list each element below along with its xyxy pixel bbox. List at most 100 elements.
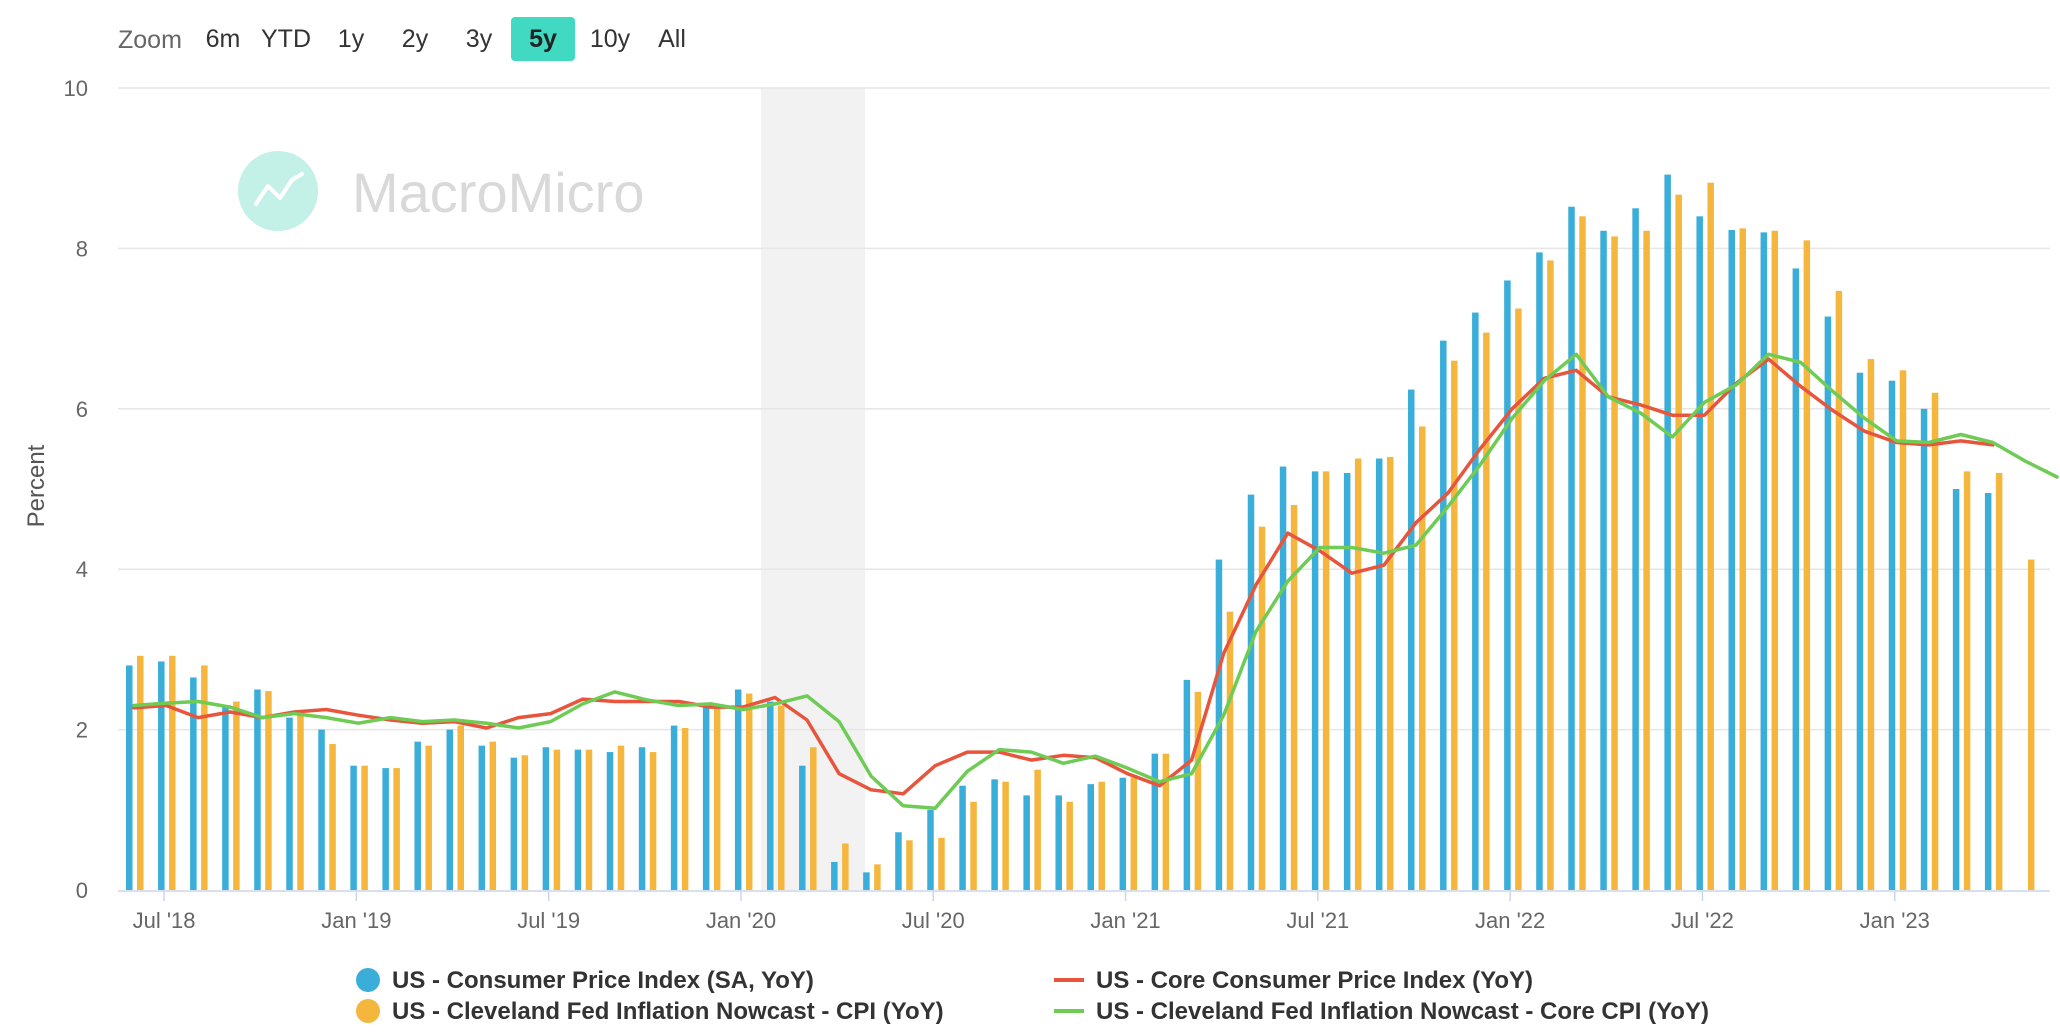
zoom-5y-button[interactable]: 5y <box>511 17 575 61</box>
bar-cpi-sa <box>1600 230 1607 891</box>
bar-nowcast-cpi <box>329 744 336 890</box>
bar-nowcast-cpi <box>1771 230 1779 891</box>
bar-cpi-sa <box>991 779 998 890</box>
y-tick-label: 0 <box>76 878 88 903</box>
watermark-logo-icon <box>238 151 318 231</box>
bar-cpi-sa <box>574 749 582 890</box>
bar-cpi-sa <box>831 861 838 890</box>
zoom-1y-button[interactable]: 1y <box>337 25 365 53</box>
y-tick-label: 2 <box>76 718 88 743</box>
x-tick-label: Jan '23 <box>1860 908 1930 933</box>
legend-nowcast-cpi-marker <box>356 999 380 1023</box>
bar-nowcast-cpi <box>1995 472 2003 890</box>
line-core-cpi <box>132 357 1995 796</box>
bar-cpi-sa <box>1856 372 1864 891</box>
x-tick-label: Jan '22 <box>1475 908 1545 933</box>
bar-cpi-sa <box>1247 494 1255 890</box>
bar-nowcast-cpi <box>1226 611 1234 890</box>
bar-nowcast-cpi <box>810 747 817 890</box>
y-tick-label: 8 <box>76 236 88 261</box>
bar-cpi-sa <box>1888 380 1896 890</box>
bar-cpi-sa <box>1023 795 1030 890</box>
legend-nowcast-cpi-label: US - Cleveland Fed Inflation Nowcast - C… <box>392 998 944 1025</box>
bar-cpi-sa <box>638 747 646 890</box>
bar-nowcast-cpi <box>1258 526 1266 890</box>
x-tick-label: Jul '21 <box>1286 908 1349 933</box>
zoom-2y-button[interactable]: 2y <box>401 25 429 53</box>
bar-nowcast-cpi <box>1931 392 1939 890</box>
watermark: MacroMicro <box>238 151 644 231</box>
x-tick-label: Jul '22 <box>1671 908 1734 933</box>
bar-cpi-sa <box>1151 753 1159 890</box>
bar-cpi-sa <box>1472 312 1479 890</box>
bar-cpi-sa <box>510 757 518 890</box>
bar-cpi-sa <box>1440 340 1447 890</box>
bar-nowcast-cpi <box>233 701 240 890</box>
zoom-3y-button[interactable]: 3y <box>465 25 493 53</box>
zoom-10y-button[interactable]: 10y <box>589 25 631 53</box>
bar-nowcast-cpi <box>745 693 753 890</box>
legend-nowcast-core-cpi[interactable]: US - Cleveland Fed Inflation Nowcast - C… <box>1054 998 1709 1026</box>
bar-cpi-sa <box>1728 229 1735 891</box>
bar-nowcast-cpi <box>1867 359 1875 890</box>
bar-nowcast-cpi <box>521 755 529 890</box>
bar-cpi-sa <box>1792 268 1800 890</box>
bar-nowcast-cpi <box>1611 236 1618 890</box>
bar-cpi-sa <box>1696 216 1703 890</box>
bar-nowcast-cpi <box>553 749 561 890</box>
bar-cpi-sa <box>1087 784 1094 890</box>
bar-cpi-sa <box>1568 206 1575 891</box>
bar-cpi-sa <box>702 705 710 890</box>
legend-core-cpi[interactable]: US - Core Consumer Price Index (YoY) <box>1054 967 1533 995</box>
bar-cpi-sa <box>350 765 357 890</box>
bar-nowcast-cpi <box>393 768 400 890</box>
zoom-ytd-button[interactable]: YTD <box>261 25 311 53</box>
bar-cpi-sa <box>1055 795 1062 890</box>
bar-cpi-sa <box>1952 489 1960 890</box>
zoom-label: Zoom <box>118 26 182 54</box>
bar-nowcast-cpi <box>970 801 977 890</box>
bar-nowcast-cpi <box>585 749 593 890</box>
x-tick-label: Jul '18 <box>133 908 196 933</box>
y-tick-label: 6 <box>76 397 88 422</box>
bar-nowcast-cpi <box>1194 691 1202 890</box>
bar-nowcast-cpi <box>906 840 913 890</box>
bar-nowcast-cpi <box>1963 471 1971 890</box>
legend-nowcast-cpi[interactable]: US - Cleveland Fed Inflation Nowcast - C… <box>356 998 944 1026</box>
gridlines <box>118 87 2050 731</box>
bar-cpi-sa <box>126 665 133 890</box>
y-tick-label: 10 <box>64 76 88 101</box>
zoom-all-button[interactable]: All <box>658 25 686 53</box>
bar-nowcast-cpi <box>1419 426 1426 890</box>
bar-cpi-sa <box>254 689 261 890</box>
bar-cpi-sa <box>446 729 453 890</box>
bar-cpi-sa <box>1664 174 1671 891</box>
bar-nowcast-cpi <box>457 725 464 890</box>
bar-cpi-sa <box>542 747 550 890</box>
x-tick-label: Jan '21 <box>1090 908 1160 933</box>
bar-nowcast-cpi <box>1547 260 1554 890</box>
bar-nowcast-cpi <box>201 665 208 890</box>
bar-nowcast-cpi <box>137 655 144 890</box>
zoom-6m-button[interactable]: 6m <box>205 25 241 53</box>
bar-nowcast-cpi <box>2027 559 2035 890</box>
bar-nowcast-cpi <box>1354 458 1362 890</box>
bar-cpi-sa <box>1119 777 1127 890</box>
bar-cpi-sa <box>158 661 165 890</box>
bar-cpi-sa <box>767 701 774 890</box>
bar-nowcast-cpi <box>1515 308 1522 890</box>
bar-cpi-sa <box>606 752 614 890</box>
legend-nowcast-core-cpi-label: US - Cleveland Fed Inflation Nowcast - C… <box>1096 998 1709 1025</box>
bar-nowcast-cpi <box>1899 370 1907 891</box>
bar-nowcast-cpi <box>297 713 304 890</box>
bar-cpi-sa <box>959 785 966 890</box>
bar-cpi-sa <box>1183 679 1191 890</box>
bar-nowcast-cpi <box>713 705 721 890</box>
line-series-layer <box>132 352 2059 810</box>
legend-core-cpi-marker <box>1054 978 1084 982</box>
bar-nowcast-cpi <box>874 864 881 890</box>
legend-cpi-sa[interactable]: US - Consumer Price Index (SA, YoY) <box>356 967 814 995</box>
bar-nowcast-cpi <box>1034 769 1041 890</box>
bar-nowcast-cpi <box>778 705 785 890</box>
